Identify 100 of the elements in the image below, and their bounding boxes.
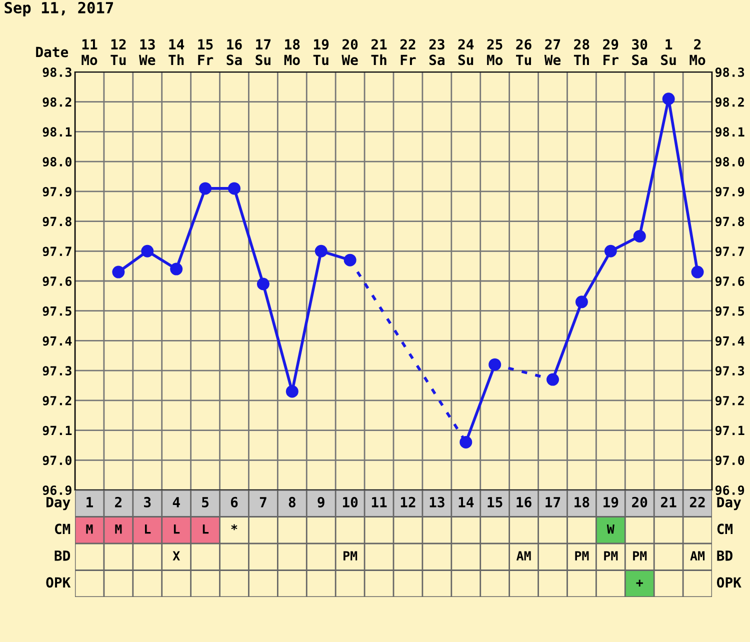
y-tick-label: 97.5 xyxy=(42,306,72,316)
text: L xyxy=(144,524,151,534)
y2-tick-label: BD xyxy=(717,550,732,561)
text: AM xyxy=(516,551,531,560)
y2-tick-label: 97.8 xyxy=(715,216,744,226)
y-tick-label: 98.1 xyxy=(42,127,72,137)
x-tick-label: 17 xyxy=(546,497,560,508)
text: PM xyxy=(575,551,589,560)
y2-tick-label: 97.9 xyxy=(715,186,744,196)
y-tick-label: CM xyxy=(54,524,70,534)
x-tick-label: 19 xyxy=(604,496,618,508)
point xyxy=(199,182,212,195)
text: * xyxy=(231,524,238,530)
x-tick-label: 18 Mo xyxy=(284,39,300,66)
text: X xyxy=(172,551,180,560)
y2-tick-label: 97.7 xyxy=(715,246,744,256)
y2-tick-label: 96.9 xyxy=(715,485,744,495)
x-tick-label: 23 Sa xyxy=(429,39,444,66)
y-tick-label: 97.9 xyxy=(42,186,72,196)
text: Sep 11, 2017 xyxy=(4,2,113,16)
x-tick-label: 5 xyxy=(202,497,209,508)
x-tick-label: 10 xyxy=(342,496,358,508)
x-tick-label: 21 xyxy=(660,496,676,508)
x-tick-label: 1 xyxy=(86,497,93,508)
x-tick-label: 11 xyxy=(372,497,387,508)
y2-tick-label: 97.1 xyxy=(715,426,744,436)
y2-tick-label: 98.3 xyxy=(715,67,744,77)
y-tick-label: 98.0 xyxy=(42,157,72,167)
y2-tick-label: 97.6 xyxy=(715,276,744,286)
y-tick-label: BD xyxy=(54,550,70,561)
y-tick-label: 97.8 xyxy=(42,216,72,226)
y2-tick-label: 98.2 xyxy=(715,97,744,107)
y2-tick-label: 97.5 xyxy=(715,306,744,316)
x-tick-label: 20 xyxy=(632,496,648,508)
x-tick-label: 28 Th xyxy=(574,39,590,65)
x-tick-label: 26 Tu xyxy=(516,39,532,66)
point xyxy=(112,266,125,278)
text: W xyxy=(606,524,614,534)
x-tick-label: 12 Tu xyxy=(110,39,126,66)
y-tick-label: 98.3 xyxy=(42,67,72,77)
y2-tick-label: 97.3 xyxy=(715,366,744,376)
x-tick-label: 20 We xyxy=(342,39,358,66)
y2-tick-label: 98.0 xyxy=(715,157,744,167)
y2-tick-label: OPK xyxy=(716,577,742,588)
x-tick-label: 3 xyxy=(144,496,151,508)
y2-tick-label: CM xyxy=(717,524,732,534)
y-tick-label: 97.0 xyxy=(42,456,72,466)
point xyxy=(633,230,646,242)
x-tick-label: 11 Mo xyxy=(82,39,98,66)
x-tick-label: 2 xyxy=(115,496,122,508)
point xyxy=(604,244,617,258)
x-tick-label: 24 Su xyxy=(458,39,474,66)
point xyxy=(141,244,154,258)
x-tick-label: 16 Sa xyxy=(226,39,242,66)
text: PM xyxy=(344,551,358,560)
x-tick-label: 12 xyxy=(400,496,416,508)
y2-tick-label: 97.2 xyxy=(715,396,744,406)
y-tick-label: 97.3 xyxy=(42,366,72,376)
x-axis-title: Date xyxy=(36,46,68,58)
point xyxy=(691,266,704,278)
x-tick-label: 29 Fr xyxy=(603,39,618,65)
x-tick-label: 13 We xyxy=(139,39,156,66)
point xyxy=(575,296,588,308)
y-tick-label: 98.2 xyxy=(42,97,72,107)
x-tick-label: 14 xyxy=(458,497,474,508)
text: PM xyxy=(633,551,647,560)
point xyxy=(662,92,675,106)
x-tick-label: 6 xyxy=(230,496,238,508)
y-tick-label: 96.9 xyxy=(42,485,72,495)
point xyxy=(228,182,240,195)
x-tick-label: 9 xyxy=(318,496,324,508)
y2-tick-label: 98.1 xyxy=(715,127,744,137)
x-tick-label: 22 Fr xyxy=(400,39,416,65)
y2-tick-label: 97.4 xyxy=(715,336,744,346)
text: M xyxy=(115,524,122,534)
y-tick-label: 97.6 xyxy=(42,276,72,286)
y-tick-label: OPK xyxy=(46,577,71,588)
text: Day xyxy=(717,497,742,510)
x-tick-label: 15 xyxy=(488,497,502,508)
y-tick-label: 97.4 xyxy=(42,336,72,346)
x-tick-label: 18 xyxy=(574,496,590,508)
x-tick-label: 21 Th xyxy=(371,39,387,65)
x-axis-title: Day xyxy=(46,497,70,510)
x-tick-label: 25 Mo xyxy=(487,39,503,66)
x-tick-label: 27 We xyxy=(544,39,561,66)
point xyxy=(256,278,270,290)
x-tick-label: 19 Tu xyxy=(313,39,329,66)
y-tick-label: 97.1 xyxy=(42,426,72,436)
point xyxy=(286,385,298,398)
x-tick-label: 8 xyxy=(288,496,296,508)
text: + xyxy=(636,580,643,587)
text: L xyxy=(174,524,180,534)
y-tick-label: 97.7 xyxy=(42,246,72,256)
x-tick-label: 1 Su xyxy=(661,39,676,66)
x-tick-label: 7 xyxy=(260,497,266,508)
text: PM xyxy=(604,551,618,560)
x-tick-label: 14 Th xyxy=(168,39,184,65)
text: AM xyxy=(690,551,705,560)
y-tick-label: 97.2 xyxy=(42,396,72,406)
x-tick-label: 4 xyxy=(172,497,180,508)
